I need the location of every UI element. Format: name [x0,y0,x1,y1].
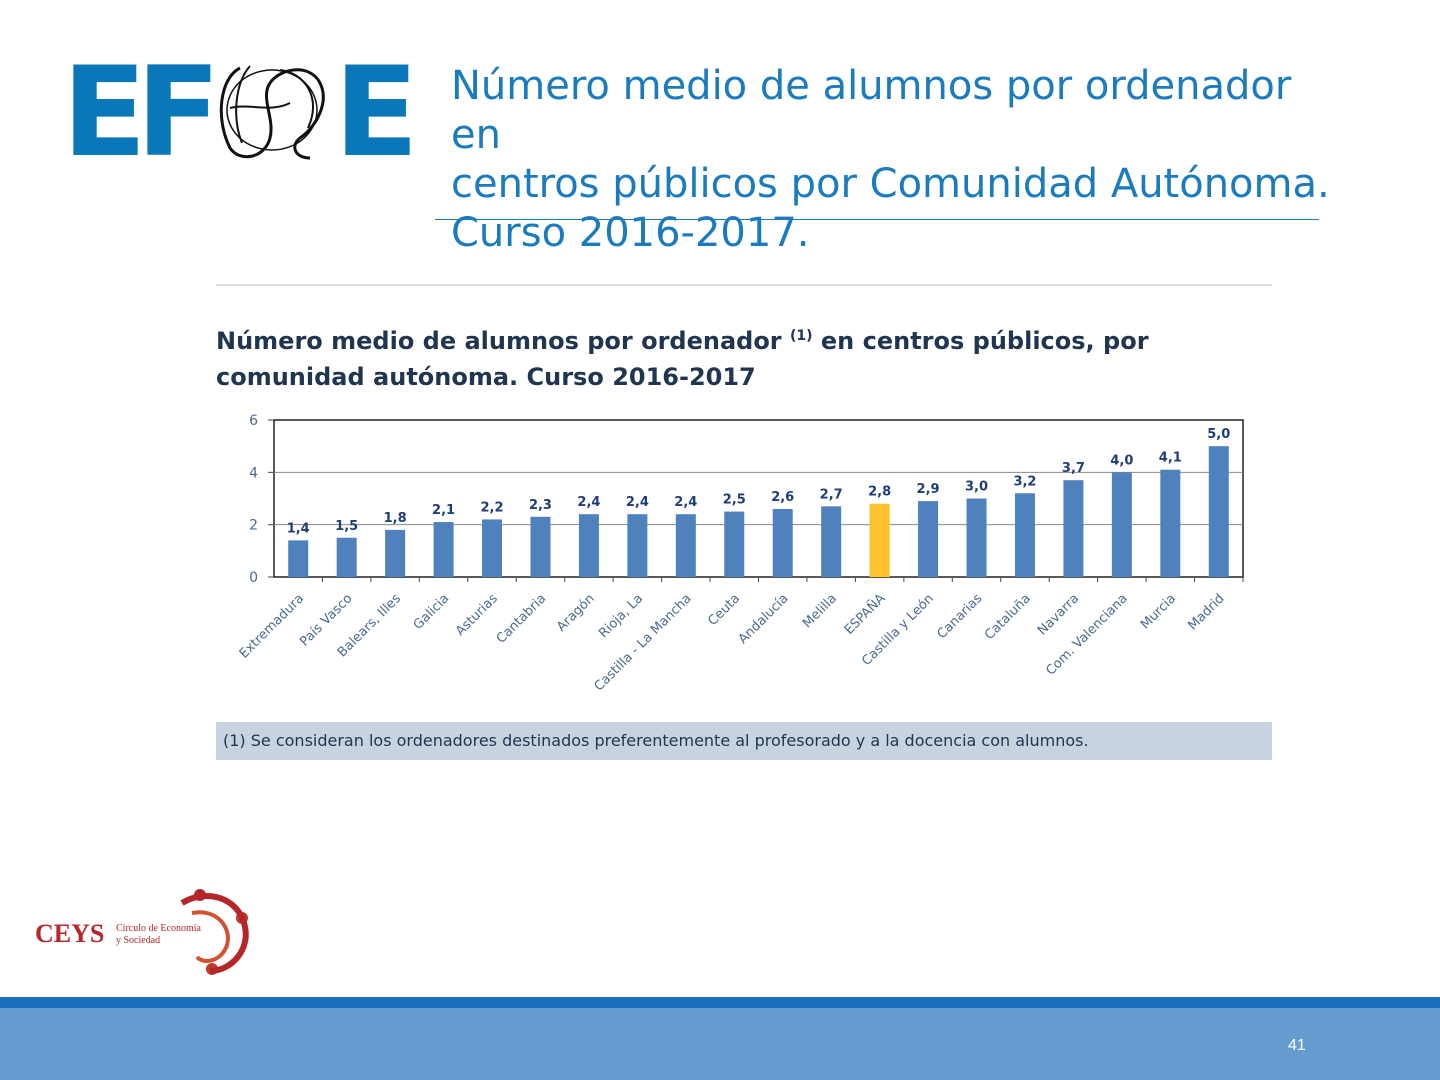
bar-value-label: 2,4 [674,495,697,510]
y-tick-label: 0 [249,570,258,586]
figure-footnote-text: (1) Se consideran los ordenadores destin… [223,731,1089,750]
x-category-label: Ceuta [705,591,743,629]
bar [966,498,987,577]
x-category-label: Murcia [1138,591,1179,632]
x-category-label: Asturias [453,591,501,639]
bar [1063,480,1084,577]
x-category-label: Cataluña [982,591,1034,643]
ceys-logo: CEYS Círculo de Economía y Sociedad [32,883,262,983]
slide-title: Número medio de alumnos por ordenador en… [451,62,1351,258]
bar-value-label: 2,3 [529,498,552,513]
bar [627,514,648,577]
bar [482,519,503,577]
x-category-label: Galicia [411,591,453,633]
slide-title-line-2: centros públicos por Comunidad Autónoma. [451,161,1330,207]
slide-title-line-1: Número medio de alumnos por ordenador en [451,63,1292,158]
bar [385,529,406,577]
x-category-label: Com. Valenciana [1043,591,1130,678]
bar-value-label: 2,5 [723,493,746,508]
bar [918,501,939,577]
x-category-label: ESPAÑA [841,590,888,637]
bar [1208,446,1229,577]
x-category-label: Cantabria [494,591,550,647]
x-category-label: Andalucía [736,591,792,647]
bar [821,506,842,577]
ceys-emblem-icon [180,889,249,975]
bar [433,522,454,577]
bar-value-label: 2,7 [820,487,843,502]
title-divider [435,219,1319,220]
footer-bar [0,997,1440,1080]
bar [675,514,696,577]
x-category-label: Aragón [554,591,598,635]
bar-value-label: 1,4 [287,521,310,536]
bar [869,503,890,577]
bar [772,508,793,577]
x-category-label: Madrid [1185,591,1227,633]
figure-title-part-2: en centros públicos, por comunidad autón… [216,327,1149,391]
bar [1111,472,1132,577]
x-category-label: Rioja, La [596,591,646,641]
x-category-label: Canarias [934,591,985,642]
bar-value-label: 1,5 [335,519,358,534]
y-tick-label: 6 [249,413,258,429]
bar [724,511,745,577]
bar-value-label: 1,8 [384,511,407,526]
figure-title: Número medio de alumnos por ordenador (1… [216,318,1276,395]
logo-letter-f: F [136,41,221,185]
bar-value-label: 2,1 [432,503,455,518]
x-category-label: Melilla [800,591,840,631]
logo-swirl-icon [219,65,325,160]
bar-value-label: 3,2 [1013,474,1036,489]
figure-divider [216,284,1272,286]
bar-value-label: 3,7 [1062,461,1085,476]
bar [578,514,599,577]
bar-value-label: 4,0 [1110,453,1133,468]
logo-letter-e1: E [62,41,147,185]
bar-value-label: 5,0 [1207,427,1230,442]
plot-area [273,419,1244,578]
bar-value-label: 2,8 [868,485,891,500]
figure-title-footnote-ref: (1) [790,328,813,344]
ceys-name: CEYS [35,919,105,948]
x-category-label: Extremadura [237,591,307,661]
figure-title-part-1: Número medio de alumnos por ordenador [216,327,790,355]
ceys-tagline-2: y Sociedad [116,935,161,946]
y-tick-label: 2 [249,518,258,534]
slide-title-line-3: Curso 2016-2017. [451,210,810,256]
x-category-label: Castilla - La Mancha [592,591,695,694]
bar-value-label: 2,9 [917,482,940,497]
bar-value-label: 2,4 [577,495,600,510]
bar [530,516,551,577]
efie-logo: E F E [62,41,419,185]
logo-letter-e2: E [334,41,419,185]
page-number: 41 [1288,1037,1306,1054]
bar [288,540,309,577]
bar [336,537,357,577]
bar-value-label: 2,2 [481,500,504,515]
bar-value-label: 2,6 [771,490,794,505]
ceys-tagline-1: Círculo de Economía [116,923,201,934]
bar-value-label: 4,1 [1159,451,1182,466]
figure-footnote: (1) Se consideran los ordenadores destin… [216,722,1272,760]
bar-value-label: 2,4 [626,495,649,510]
y-tick-label: 4 [249,465,258,481]
footer-bar-accent [0,997,1440,1008]
bar [1160,469,1181,577]
bar [1014,493,1035,577]
bar-value-label: 3,0 [965,480,988,495]
x-category-label: Navarra [1035,591,1082,638]
